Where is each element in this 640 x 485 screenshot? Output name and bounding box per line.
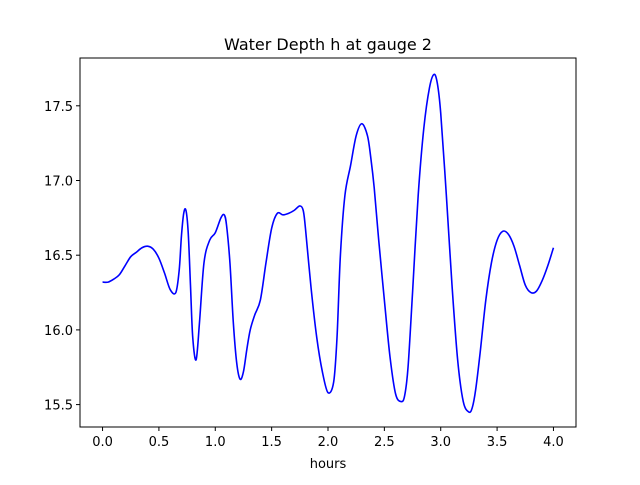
x-tick-label: 2.5 [374, 435, 395, 450]
series-group [102, 73, 555, 414]
series-line [102, 73, 555, 414]
x-tick-label: 0.5 [149, 435, 170, 450]
x-tick-label: 3.0 [430, 435, 451, 450]
x-tick-label: 1.0 [205, 435, 226, 450]
x-axis-label: hours [310, 457, 347, 472]
x-tick-label: 4.0 [543, 435, 564, 450]
y-tick-label: 16.5 [44, 249, 73, 264]
x-tick-label: 1.5 [261, 435, 282, 450]
plot-area [80, 58, 576, 427]
y-axis-ticks: 15.5 16.0 16.5 17.0 17.5 [44, 100, 80, 414]
y-tick-label: 15.5 [44, 399, 73, 414]
y-tick-label: 17.0 [44, 175, 73, 190]
y-tick-label: 17.5 [44, 100, 73, 115]
x-tick-label: 3.5 [487, 435, 508, 450]
x-tick-label: 2.0 [318, 435, 339, 450]
axes-frame [79, 57, 577, 428]
y-tick-label: 16.0 [44, 324, 73, 339]
chart-title: Water Depth h at gauge 2 [224, 35, 432, 54]
x-tick-label: 0.0 [92, 435, 113, 450]
x-axis-ticks: 0.0 0.5 1.0 1.5 2.0 2.5 3.0 3.5 4.0 [92, 427, 564, 450]
